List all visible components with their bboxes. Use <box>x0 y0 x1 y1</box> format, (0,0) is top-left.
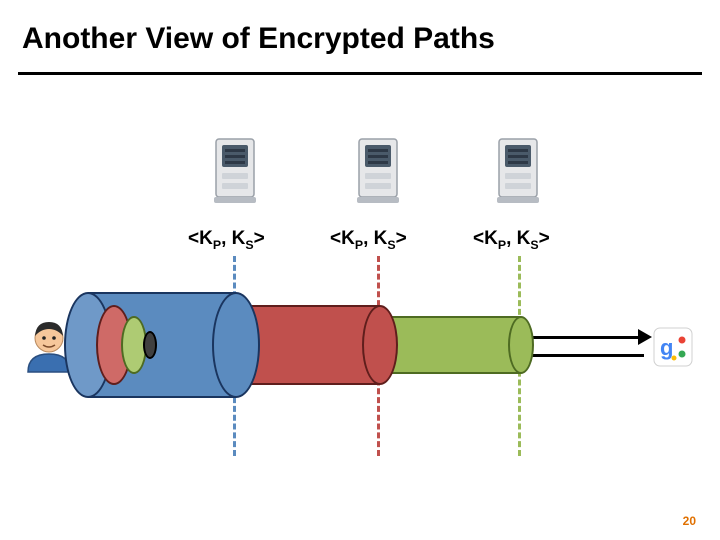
arrow-head-right <box>638 329 652 345</box>
destination-logo-icon: g <box>652 326 694 368</box>
title-underline <box>18 72 702 75</box>
server-icon <box>353 135 403 205</box>
server-icon <box>493 135 543 205</box>
layer-rightcap-green <box>508 316 534 374</box>
slide-title: Another View of Encrypted Paths <box>22 22 495 56</box>
layer-rightcap-red <box>362 305 398 385</box>
layer-rightcap-blue <box>212 292 260 398</box>
layer-leftcap-core <box>143 331 157 359</box>
key-pair-label: <KP, KS> <box>473 228 550 252</box>
key-pair-label: <KP, KS> <box>330 228 407 252</box>
key-pair-label: <KP, KS> <box>188 228 265 252</box>
svg-text:g: g <box>660 335 673 360</box>
server-icon <box>210 135 260 205</box>
page-number: 20 <box>683 514 696 528</box>
